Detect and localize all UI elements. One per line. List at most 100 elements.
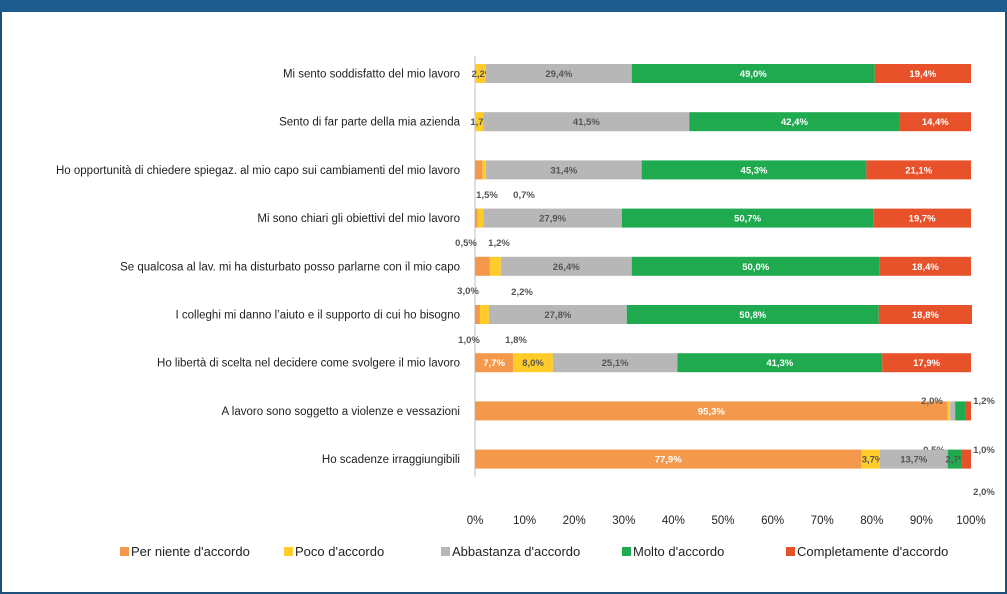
- category-label: Ho scadenze irraggiungibili: [322, 454, 460, 466]
- category-label: Mi sento soddisfatto del mio lavoro: [283, 69, 460, 81]
- x-tick-label: 60%: [761, 515, 784, 527]
- bar-segment: [488, 305, 627, 324]
- data-label: 8,0%: [522, 358, 544, 369]
- legend-swatch: [441, 547, 450, 556]
- x-tick-label: 80%: [860, 515, 883, 527]
- x-tick-label: 100%: [956, 515, 985, 527]
- x-tick-label: 50%: [711, 515, 734, 527]
- x-tick-label: 20%: [563, 515, 586, 527]
- x-tick-label: 10%: [513, 515, 536, 527]
- bar-segment: [899, 112, 971, 132]
- bar-segment: [631, 64, 875, 83]
- data-label: 49,0%: [740, 69, 767, 80]
- bar-segment: [878, 305, 972, 324]
- bar-segment: [475, 256, 490, 276]
- legend-label: Completamente d'accordo: [797, 544, 948, 559]
- x-tick-label: 30%: [612, 515, 635, 527]
- bar-segment: [475, 353, 514, 373]
- data-label: 2,0%: [921, 396, 943, 407]
- legend-swatch: [120, 547, 129, 556]
- bar-segment: [485, 64, 632, 83]
- bar-segment: [489, 256, 501, 276]
- data-label: 2,7%: [946, 455, 968, 466]
- data-label: 7,7%: [483, 358, 505, 369]
- bar-segment: [950, 401, 956, 421]
- legend: Per niente d'accordo Poco d'accordo Abbast…: [120, 544, 948, 559]
- data-label: 50,7%: [734, 214, 761, 225]
- bar-segment: [475, 64, 486, 83]
- legend-label: Abbastanza d'accordo: [452, 544, 580, 559]
- data-label: 27,9%: [539, 214, 566, 225]
- bar-segment: [483, 208, 622, 228]
- data-label: 1,0%: [458, 335, 480, 346]
- bar-segment: [947, 401, 951, 421]
- bar-segment: [500, 256, 632, 276]
- bar-segment: [879, 256, 971, 276]
- category-label: Se qualcosa al lav. mi ha disturbato pos…: [120, 261, 460, 273]
- data-label: 1,2%: [488, 238, 510, 249]
- data-label: 41,5%: [573, 117, 600, 128]
- bar-segment: [861, 449, 880, 469]
- bar-segment: [513, 353, 553, 373]
- legend-label: Per niente d'accordo: [131, 544, 250, 559]
- data-label: 31,4%: [550, 165, 577, 176]
- bar-segment: [475, 112, 484, 132]
- data-label: 3,7%: [862, 455, 884, 466]
- bar-segment: [552, 353, 678, 373]
- bar-segment: [873, 208, 971, 228]
- data-label: 0,7%: [513, 190, 535, 201]
- legend-swatch: [622, 547, 631, 556]
- data-label: 18,4%: [912, 262, 939, 273]
- legend-label: Molto d'accordo: [633, 544, 724, 559]
- bar-segment: [475, 305, 480, 324]
- data-label: 95,3%: [698, 406, 725, 417]
- data-label: 3,0%: [457, 286, 479, 297]
- data-label: 1,2%: [973, 396, 995, 407]
- bar-segment: [879, 449, 948, 469]
- legend-swatch: [786, 547, 795, 556]
- data-label: 2,2%: [511, 287, 533, 298]
- bar-segment: [874, 64, 971, 83]
- bar-segment: [482, 160, 486, 180]
- data-label: 13,7%: [900, 455, 927, 466]
- data-label: 42,4%: [781, 117, 808, 128]
- bar-segment: [677, 353, 883, 373]
- bar-segment: [477, 208, 484, 228]
- bar-segment: [641, 160, 867, 180]
- x-tick-label: 40%: [662, 515, 685, 527]
- bar-segment: [947, 449, 962, 469]
- bar-segment: [475, 160, 483, 180]
- category-label: Ho libertà di scelta nel decidere come s…: [157, 358, 460, 370]
- category-label: A lavoro sono soggetto a violenze e vess…: [222, 406, 460, 418]
- bar-segment: [475, 401, 948, 421]
- bar-segment: [631, 256, 880, 276]
- bar-segment: [485, 160, 642, 180]
- bar-segment: [621, 208, 874, 228]
- category-label: Sento di far parte della mia azienda: [279, 117, 461, 129]
- header-bar: [0, 0, 1007, 12]
- data-label: 41,3%: [766, 358, 793, 369]
- bar-segment: [961, 449, 971, 469]
- data-label: 1,5%: [476, 190, 498, 201]
- data-label: 27,8%: [544, 310, 571, 321]
- data-label: 2,0%: [973, 487, 995, 498]
- data-label: 19,4%: [909, 69, 936, 80]
- data-label: 17,9%: [913, 358, 940, 369]
- data-label: 29,4%: [545, 69, 572, 80]
- bar-segment: [475, 449, 862, 469]
- data-label: 2,2%: [472, 69, 494, 80]
- bar-segment: [475, 208, 478, 228]
- bar-segment: [866, 160, 971, 180]
- data-label: 0,5%: [455, 238, 477, 249]
- x-tick-label: 70%: [811, 515, 834, 527]
- data-label: 25,1%: [602, 358, 629, 369]
- category-label: Ho opportunità di chiedere spiegaz. al m…: [56, 165, 460, 177]
- data-label: 1,7%: [470, 117, 492, 128]
- data-label: 50,8%: [739, 310, 766, 321]
- data-label: 77,9%: [655, 455, 682, 466]
- x-tick-label: 90%: [910, 515, 933, 527]
- data-label: 21,1%: [905, 165, 932, 176]
- bar-segment: [689, 112, 900, 132]
